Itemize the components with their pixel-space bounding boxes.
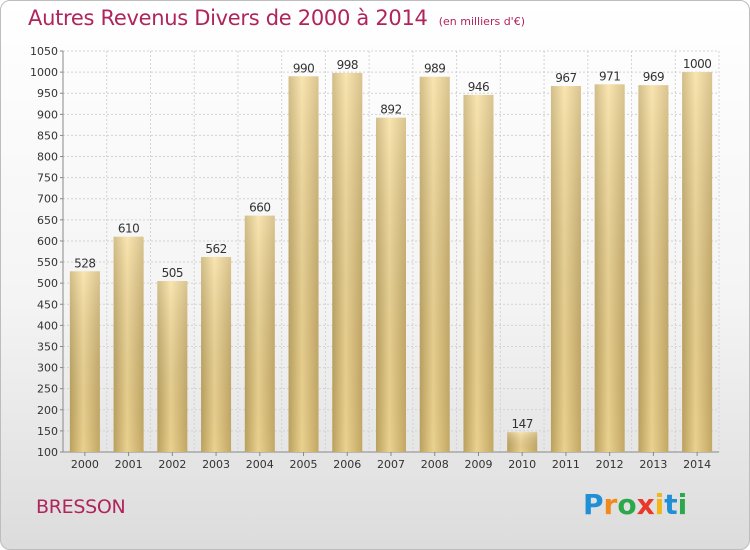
location-name: BRESSON bbox=[36, 496, 126, 518]
bar-shade bbox=[419, 76, 450, 453]
bar-shade bbox=[288, 76, 319, 452]
x-tick-label: 2002 bbox=[158, 458, 186, 471]
proxiti-logo[interactable]: Proxiti bbox=[583, 488, 688, 521]
bar-shade bbox=[550, 86, 581, 453]
y-tick-label: 150 bbox=[37, 425, 58, 438]
bar-value-label: 528 bbox=[74, 256, 95, 270]
chart-title: Autres Revenus Divers de 2000 à 2014 bbox=[28, 6, 428, 30]
y-tick-label: 650 bbox=[37, 214, 58, 227]
bar-value-label: 971 bbox=[599, 69, 620, 83]
y-tick-label: 250 bbox=[37, 383, 58, 396]
bar-shade bbox=[244, 215, 275, 452]
bar-value-label: 505 bbox=[162, 266, 183, 280]
x-tick-label: 2003 bbox=[202, 458, 230, 471]
y-tick-label: 600 bbox=[37, 235, 58, 248]
x-tick-label: 2013 bbox=[639, 458, 667, 471]
y-tick-label: 700 bbox=[37, 193, 58, 206]
bar-shade bbox=[157, 281, 188, 452]
bar-shade bbox=[201, 256, 232, 452]
bar-value-label: 1000 bbox=[683, 57, 712, 71]
x-tick-label: 2008 bbox=[421, 458, 449, 471]
bar-value-label: 147 bbox=[511, 417, 532, 431]
y-tick-label: 900 bbox=[37, 108, 58, 121]
labels: 100 150 200 250 300 350 400 450 500 550 600 650 700 7… bbox=[30, 45, 712, 471]
x-tick-label: 2009 bbox=[464, 458, 492, 471]
x-tick-label: 2004 bbox=[246, 458, 274, 471]
y-tick-label: 100 bbox=[37, 446, 58, 459]
y-tick-label: 550 bbox=[37, 256, 58, 269]
bar-shade bbox=[507, 432, 538, 452]
y-tick-label: 400 bbox=[37, 319, 58, 332]
bar-value-label: 562 bbox=[205, 242, 226, 256]
y-tick-label: 200 bbox=[37, 404, 58, 417]
x-tick-label: 2012 bbox=[596, 458, 624, 471]
y-tick-label: 800 bbox=[37, 151, 58, 164]
y-tick-label: 450 bbox=[37, 298, 58, 311]
bar-value-label: 998 bbox=[337, 58, 358, 72]
chart-unit-note: (en milliers d'€) bbox=[438, 15, 525, 28]
y-tick-label: 750 bbox=[37, 172, 58, 185]
bar-shade bbox=[682, 72, 713, 453]
bar-value-label: 990 bbox=[293, 61, 314, 75]
bar-value-label: 660 bbox=[249, 201, 270, 215]
bar-shade bbox=[594, 84, 625, 452]
y-tick-label: 850 bbox=[37, 129, 58, 142]
bar-shade bbox=[332, 72, 363, 453]
x-tick-label: 2010 bbox=[508, 458, 536, 471]
y-tick-label: 1000 bbox=[30, 66, 58, 79]
x-tick-label: 2000 bbox=[71, 458, 99, 471]
y-tick-label: 500 bbox=[37, 277, 58, 290]
bar-shade bbox=[638, 85, 669, 453]
x-tick-label: 2001 bbox=[115, 458, 143, 471]
x-tick-label: 2014 bbox=[683, 458, 711, 471]
bar-shade bbox=[463, 94, 494, 452]
bar-value-label: 969 bbox=[643, 70, 664, 84]
bar-value-label: 967 bbox=[555, 71, 576, 85]
bar-value-label: 946 bbox=[468, 80, 489, 94]
bar-value-label: 989 bbox=[424, 62, 445, 76]
y-tick-label: 350 bbox=[37, 340, 58, 353]
bar-value-label: 892 bbox=[380, 103, 401, 117]
bar-value-label: 610 bbox=[118, 222, 139, 236]
bars bbox=[69, 72, 713, 453]
y-tick-label: 300 bbox=[37, 362, 58, 375]
x-tick-label: 2006 bbox=[333, 458, 361, 471]
x-tick-label: 2011 bbox=[552, 458, 580, 471]
bar-shade bbox=[69, 271, 100, 452]
bar-shade bbox=[113, 236, 144, 452]
x-tick-label: 2007 bbox=[377, 458, 405, 471]
bar-shade bbox=[376, 117, 406, 453]
x-tick-label: 2005 bbox=[290, 458, 318, 471]
y-tick-label: 1050 bbox=[30, 45, 58, 58]
title-row: Autres Revenus Divers de 2000 à 2014 (en… bbox=[28, 6, 525, 30]
y-tick-label: 950 bbox=[37, 87, 58, 100]
